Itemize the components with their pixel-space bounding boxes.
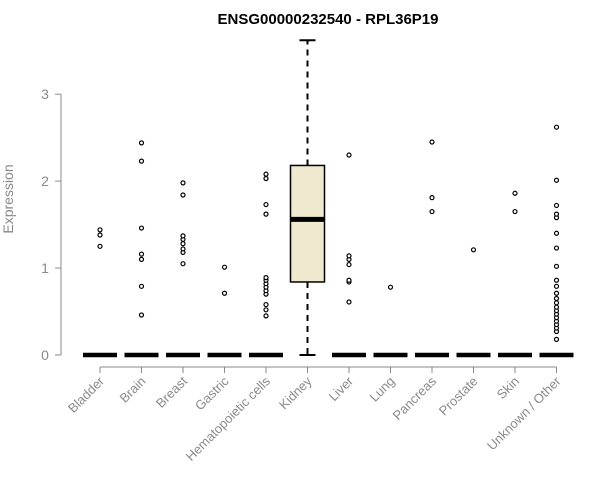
y-tick-label: 0	[41, 347, 49, 363]
outlier-point	[429, 195, 435, 201]
outlier-point	[429, 139, 435, 145]
outlier-point	[346, 261, 352, 268]
outlier-point	[263, 307, 269, 313]
box-group	[332, 152, 366, 358]
outlier-point	[470, 247, 477, 253]
outlier-point	[180, 241, 186, 247]
box-group	[289, 39, 326, 356]
outlier-point	[180, 180, 186, 186]
outlier-point	[263, 301, 269, 308]
box-group	[456, 247, 491, 358]
x-tick-label: Kidney	[276, 373, 315, 412]
x-tick-label: Unknown / Other	[484, 373, 564, 453]
x-tick-label: Prostate	[436, 374, 481, 419]
outlier-point	[553, 295, 560, 302]
outlier-point	[138, 256, 145, 262]
outlier-point	[97, 227, 103, 233]
outlier-point	[263, 171, 269, 177]
x-tick-label: Gastric	[192, 373, 232, 413]
outlier-point	[346, 253, 352, 259]
x-tick-label: Skin	[494, 374, 522, 402]
outlier-point	[221, 264, 228, 270]
box-group	[539, 124, 574, 358]
box-group	[373, 284, 408, 358]
y-tick-label: 2	[41, 173, 49, 189]
outlier-point	[97, 232, 103, 238]
outlier-point	[553, 283, 560, 289]
outlier-point	[553, 211, 560, 217]
x-tick-label: Brain	[117, 374, 149, 406]
box-group	[207, 264, 242, 358]
outlier-point	[553, 245, 560, 251]
outlier-point	[387, 284, 394, 290]
outlier-point	[346, 299, 352, 305]
x-tick-label: Pancreas	[390, 373, 440, 423]
outlier-point	[263, 313, 269, 319]
outlier-point	[429, 208, 435, 215]
outlier-point	[180, 192, 186, 198]
outlier-point	[138, 225, 145, 231]
y-axis-label: Expression	[0, 164, 16, 233]
outlier-point	[512, 190, 518, 196]
outlier-point	[346, 277, 352, 283]
y-axis: 0 1 2 3	[41, 86, 62, 363]
outlier-point	[553, 277, 560, 283]
outlier-point	[263, 175, 269, 182]
outlier-point	[138, 251, 145, 257]
outlier-point	[138, 312, 145, 318]
y-tick-label: 1	[41, 260, 49, 276]
outlier-point	[180, 261, 186, 267]
outlier-point	[180, 246, 186, 252]
x-tick-label: Liver	[326, 373, 357, 404]
x-tick-label: Lung	[367, 374, 398, 405]
box-group	[124, 140, 159, 358]
box-group	[415, 139, 449, 358]
y-tick-label: 3	[41, 86, 49, 102]
outlier-point	[553, 263, 560, 269]
box-group	[166, 180, 200, 358]
outlier-point	[180, 233, 186, 239]
box-iqr	[289, 164, 326, 283]
outlier-point	[346, 152, 352, 158]
outlier-point	[553, 304, 560, 310]
outlier-point	[553, 336, 560, 342]
outlier-point	[553, 290, 560, 296]
outlier-point	[138, 140, 145, 146]
plot-area	[83, 39, 574, 358]
x-tick-label: Bladder	[65, 373, 108, 416]
outlier-point	[263, 211, 269, 217]
box-group	[249, 171, 283, 358]
box-group	[83, 227, 117, 358]
outlier-point	[553, 202, 560, 209]
outlier-point	[553, 230, 560, 236]
outlier-point	[553, 124, 560, 130]
outlier-point	[553, 177, 560, 183]
outlier-point	[263, 275, 269, 281]
outlier-point	[512, 208, 518, 215]
outlier-point	[221, 290, 228, 296]
outlier-point	[553, 300, 560, 306]
outlier-point	[138, 158, 145, 164]
box-group	[498, 190, 532, 358]
outlier-point	[97, 243, 103, 249]
x-tick-label: Breast	[153, 373, 190, 410]
outlier-point	[263, 201, 269, 208]
outlier-point	[138, 283, 145, 289]
chart-title: ENSG00000232540 - RPL36P19	[218, 11, 439, 28]
